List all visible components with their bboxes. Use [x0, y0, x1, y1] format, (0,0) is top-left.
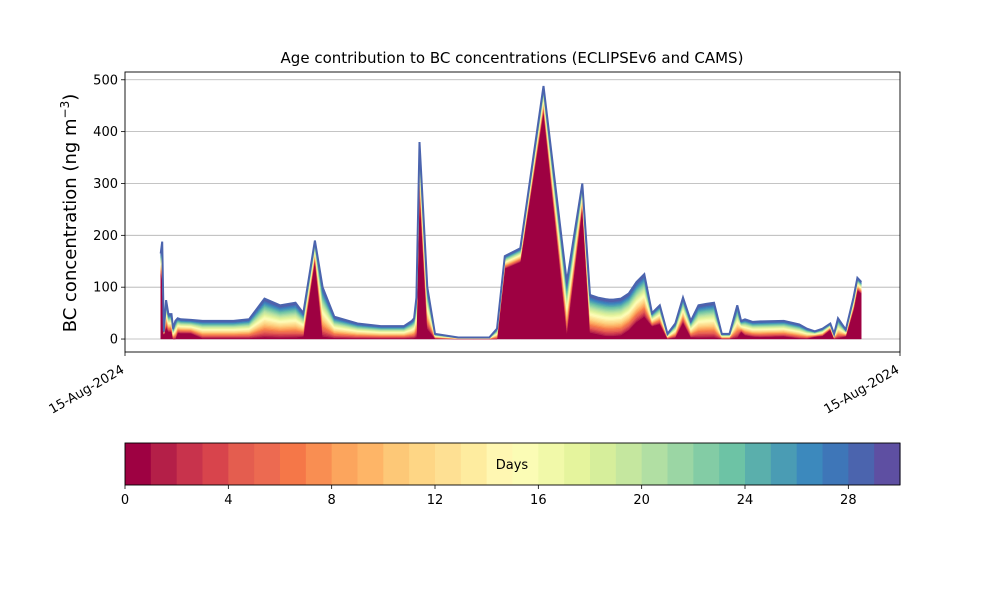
y-tick-label: 200 — [93, 229, 118, 244]
colorbar-bin — [383, 443, 410, 485]
stacked-areas — [159, 85, 863, 340]
y-tick-label: 500 — [93, 73, 118, 88]
colorbar-bin — [460, 443, 488, 485]
total-outline — [159, 85, 863, 339]
colorbar-bin — [254, 443, 281, 485]
colorbar-bin — [435, 443, 462, 485]
colorbar-bin — [357, 443, 384, 485]
colorbar-bin — [512, 443, 539, 485]
x-tick-label: 15-Aug-2024 — [822, 362, 902, 417]
colorbar-bin — [409, 443, 436, 485]
colorbar-bin — [331, 443, 359, 485]
colorbar-bin — [848, 443, 875, 485]
y-axis-label-close: ) — [60, 94, 81, 101]
y-tick-label: 300 — [93, 177, 118, 192]
y-tick-label: 0 — [110, 333, 118, 348]
colorbar-bin — [564, 443, 591, 485]
colorbar-bin — [745, 443, 772, 485]
colorbar-bin — [874, 443, 901, 485]
colorbar-tick-label: 4 — [224, 493, 232, 508]
colorbar-bin — [280, 443, 307, 485]
colorbar-bin — [486, 443, 514, 485]
colorbar-tick-label: 8 — [328, 493, 336, 508]
y-axis-label: BC concentration (ng m−3) — [58, 94, 81, 333]
colorbar-bin — [641, 443, 669, 485]
colorbar-ticks: 0 4 8 12 16 20 24 28 — [121, 485, 857, 508]
y-tick-label: 100 — [93, 281, 118, 296]
colorbar-label: Days — [496, 458, 529, 473]
x-tick-label: 15-Aug-2024 — [47, 362, 127, 417]
colorbar-tick-label: 20 — [633, 493, 650, 508]
colorbar-bin — [305, 443, 333, 485]
colorbar-bin — [796, 443, 824, 485]
colorbar-bin — [770, 443, 798, 485]
colorbar-bin — [538, 443, 565, 485]
colorbar-bin — [615, 443, 643, 485]
colorbar-bin — [228, 443, 255, 485]
y-axis-ticks: 0 100 200 300 400 500 — [93, 73, 125, 348]
colorbar-bin — [176, 443, 204, 485]
colorbar — [124, 442, 901, 486]
colorbar-tick-label: 24 — [737, 493, 754, 508]
colorbar-tick-label: 16 — [530, 493, 547, 508]
y-axis-label-superscript: −3 — [58, 101, 72, 119]
colorbar-bin — [125, 443, 152, 485]
y-tick-label: 400 — [93, 125, 118, 140]
y-axis-label-main: BC concentration (ng m — [60, 118, 81, 332]
colorbar-bin — [667, 443, 694, 485]
colorbar-bin — [150, 443, 178, 485]
colorbar-bin — [202, 443, 229, 485]
colorbar-bin — [822, 443, 849, 485]
colorbar-tick-label: 28 — [840, 493, 857, 508]
colorbar-frame — [124, 442, 901, 486]
x-axis-ticks: 15-Aug-2024 15-Aug-2024 — [47, 352, 902, 418]
axes — [124, 71, 901, 353]
colorbar-bin — [590, 443, 617, 485]
colorbar-bin — [719, 443, 746, 485]
colorbar-tick-label: 12 — [427, 493, 444, 508]
colorbar-bin — [693, 443, 720, 485]
chart-title: Age contribution to BC concentrations (E… — [281, 49, 744, 67]
colorbar-tick-label: 0 — [121, 493, 129, 508]
axes-frame — [124, 71, 901, 353]
